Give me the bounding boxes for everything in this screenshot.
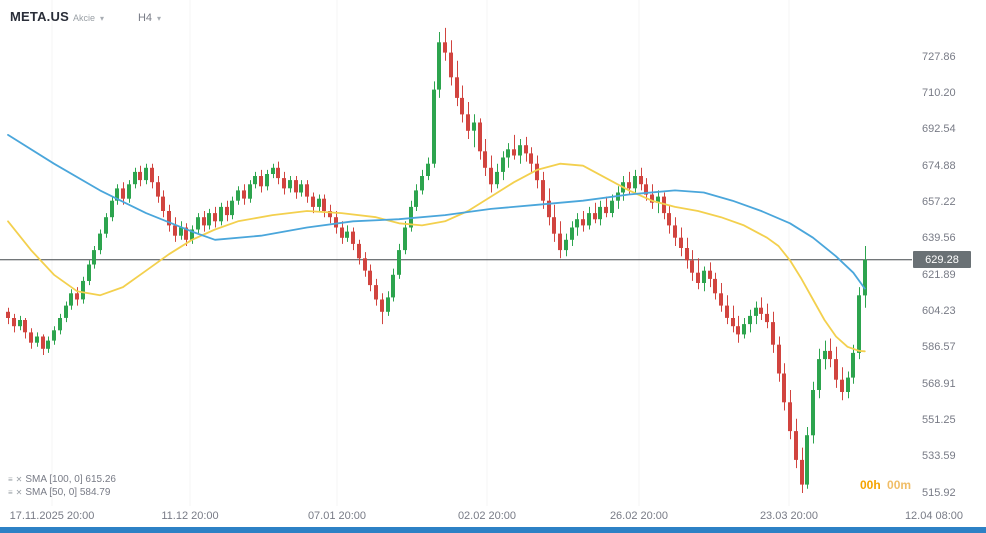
bar-countdown-minutes: 00m: [887, 478, 912, 492]
time-axis-label: 07.01 20:00: [307, 510, 367, 522]
price-axis-label: 533.59: [922, 450, 956, 463]
price-axis-label: 621.89: [922, 268, 956, 281]
time-axis-label: 26.02 20:00: [609, 510, 669, 522]
price-axis-label: 586.57: [922, 341, 956, 354]
price-axis-label: 551.25: [922, 413, 956, 426]
indicator-label-sma50: SMA [50, 0] 584.79: [25, 487, 111, 498]
price-axis-label: 674.88: [922, 159, 956, 172]
bar-countdown-hours: 00h: [860, 478, 881, 492]
time-axis-label: 23.03 20:00: [759, 510, 819, 522]
price-axis-label: 639.56: [922, 232, 956, 245]
price-axis-label: 515.92: [922, 486, 956, 499]
chart-canvas[interactable]: [0, 0, 912, 527]
price-axis-label: 657.22: [922, 195, 956, 208]
chart-bottom-scrollbar[interactable]: [0, 527, 986, 533]
timeframe-selector[interactable]: H4: [137, 12, 153, 24]
instrument-symbol[interactable]: META.US: [10, 9, 69, 24]
instrument-type-label: Akcie: [72, 13, 95, 23]
timeframe-chevron-down-icon[interactable]: ▾: [157, 14, 162, 23]
price-axis-label: 727.86: [922, 50, 956, 63]
price-axis-label: 710.20: [922, 86, 956, 99]
time-axis-label: 02.02 20:00: [457, 510, 517, 522]
indicator-menu-icon[interactable]: ≡: [8, 487, 13, 497]
chart-header: META.US Akcie ▾ H4 ▾: [10, 9, 161, 24]
price-axis-label: 568.91: [922, 377, 956, 390]
time-axis-label: 11.12 20:00: [161, 510, 219, 522]
indicator-legend: ≡ ✕ SMA [100, 0] 615.26 ≡ ✕ SMA [50, 0] …: [8, 473, 116, 499]
time-axis[interactable]: 17.11.2025 20:00 11.12 20:00 07.01 20:00 02…: [0, 507, 986, 527]
indicator-label-sma100: SMA [100, 0] 615.26: [25, 474, 116, 485]
price-axis[interactable]: 629.28 727.86 710.20 692.54 674.88 657.22 639…: [912, 0, 986, 527]
instrument-chevron-down-icon[interactable]: ▾: [99, 14, 104, 23]
current-price-badge: 629.28: [913, 251, 971, 269]
time-axis-label: 12.04 08:00: [904, 510, 964, 522]
indicator-legend-row-sma100: ≡ ✕ SMA [100, 0] 615.26: [8, 473, 116, 486]
price-axis-label: 604.23: [922, 304, 956, 317]
time-axis-label: 17.11.2025 20:00: [9, 510, 95, 522]
indicator-remove-icon[interactable]: ✕: [15, 487, 23, 497]
indicator-menu-icon[interactable]: ≡: [8, 474, 13, 484]
bar-countdown: 00h 00m: [860, 478, 911, 492]
indicator-legend-row-sma50: ≡ ✕ SMA [50, 0] 584.79: [8, 486, 116, 499]
indicator-remove-icon[interactable]: ✕: [15, 474, 23, 484]
price-axis-label: 692.54: [922, 123, 956, 136]
